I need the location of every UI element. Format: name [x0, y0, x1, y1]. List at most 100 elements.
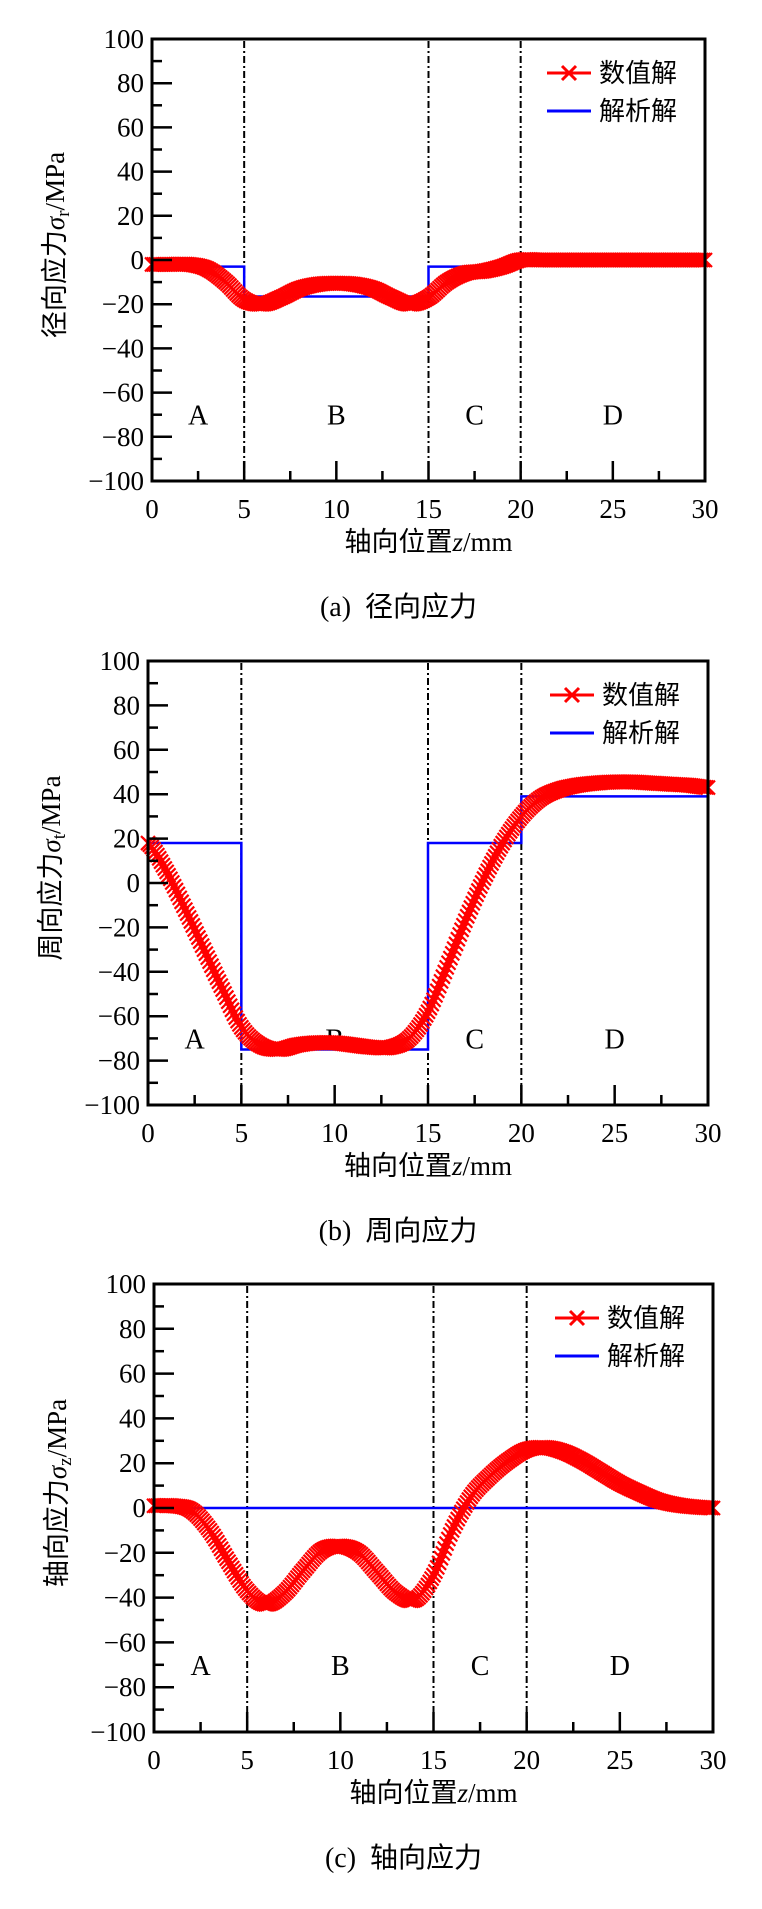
legend-numerical-label: 数值解: [599, 59, 677, 88]
numerical-marker-x: [457, 912, 474, 929]
legend-x-marker-icon: [563, 686, 581, 704]
numerical-marker-x: [198, 945, 214, 962]
x-tick-label: 25: [599, 494, 626, 524]
numerical-marker-x: [689, 252, 706, 268]
x-axis-title: 轴向位置z/mm: [344, 527, 512, 557]
y-tick-label: 60: [119, 1359, 146, 1389]
numerical-marker-x: [177, 901, 194, 918]
x-axis-title-symbol: z: [451, 527, 463, 557]
x-tick-label: 25: [601, 1118, 628, 1148]
y-tick-label: 100: [104, 24, 145, 54]
numerical-marker-x: [181, 909, 197, 926]
caption-tag: (c): [325, 1843, 356, 1874]
numerical-marker-x: [463, 899, 479, 916]
numerical-marker-x: [695, 252, 711, 268]
numerical-marker-x: [436, 1540, 453, 1557]
region-label: A: [188, 401, 209, 432]
y-tick-label: −80: [102, 422, 144, 452]
numerical-marker-x: [216, 985, 233, 1002]
numerical-marker-x: [440, 1531, 457, 1547]
numerical-marker-x: [171, 890, 188, 906]
numerical-marker-x: [418, 1007, 434, 1023]
numerical-marker-x: [444, 1522, 460, 1539]
y-tick-label: −20: [102, 289, 144, 319]
numerical-marker-x: [220, 993, 237, 1010]
y-axis-title-prefix: 径向应力: [40, 230, 70, 338]
x-tick-label: 5: [235, 1118, 249, 1148]
x-tick-label: 30: [700, 1745, 727, 1775]
numerical-marker-x: [218, 989, 235, 1006]
numerical-marker-x: [431, 1555, 447, 1571]
y-tick-label: −40: [102, 333, 144, 363]
numerical-marker-x: [455, 917, 472, 934]
numerical-marker-x: [205, 961, 222, 978]
numerical-marker-x: [207, 965, 223, 982]
y-axis-title: 轴向应力σz/MPa: [42, 1399, 76, 1587]
numerical-marker-x: [190, 929, 207, 946]
numerical-marker-x: [453, 922, 470, 938]
x-axis-title: 轴向位置z/mm: [344, 1151, 512, 1181]
y-tick-label: −20: [98, 912, 140, 942]
figure-caption: (a) 径向应力: [320, 591, 477, 623]
x-tick-label: 20: [508, 1118, 535, 1148]
x-tick-label: 10: [321, 1118, 348, 1148]
numerical-marker-x: [697, 1499, 714, 1516]
y-tick-label: −40: [98, 957, 140, 987]
numerical-marker-x: [451, 926, 468, 943]
numerical-marker-x: [425, 992, 442, 1008]
legend-analytical-label: 解析解: [602, 719, 680, 748]
numerical-marker-x: [466, 891, 483, 907]
x-axis-title-unit: /mm: [463, 527, 513, 557]
numerical-marker-x: [474, 874, 490, 891]
y-tick-label: −20: [104, 1538, 146, 1568]
x-tick-label: 0: [141, 1118, 155, 1148]
y-tick-label: 20: [119, 1448, 146, 1478]
numerical-marker-x: [433, 973, 449, 990]
y-axis-title-subscript: t: [49, 833, 70, 839]
numerical-marker-x: [194, 937, 210, 954]
numerical-marker-x: [160, 867, 177, 884]
x-tick-label: 0: [145, 494, 159, 524]
numerical-marker-x: [185, 917, 201, 934]
numerical-marker-x: [450, 931, 466, 947]
x-axis-title-unit: /mm: [463, 1151, 513, 1181]
y-tick-label: −80: [98, 1046, 140, 1076]
numerical-marker-x: [470, 882, 487, 899]
numerical-marker-x: [183, 913, 199, 930]
x-axis-title-symbol: z: [451, 1151, 463, 1181]
region-label: A: [185, 1024, 206, 1055]
y-tick-label: −60: [104, 1627, 146, 1657]
numerical-marker-x: [444, 945, 461, 962]
legend-x-marker-icon: [560, 64, 578, 82]
numerical-marker-x: [213, 977, 229, 994]
region-label: C: [471, 1651, 490, 1682]
numerical-marker-x: [422, 1000, 438, 1016]
y-axis-title-symbol: σ: [42, 1464, 72, 1479]
numerical-marker-x: [703, 1500, 719, 1516]
numerical-marker-x: [431, 978, 447, 994]
numerical-marker-x: [483, 855, 500, 872]
numerical-marker-x: [448, 936, 464, 952]
numerical-markers: [140, 774, 716, 1058]
y-tick-label: −100: [90, 1717, 146, 1747]
x-axis-title-prefix: 轴向位置: [344, 1151, 452, 1181]
numerical-marker-x: [461, 904, 477, 920]
y-tick-label: 80: [119, 1314, 146, 1344]
y-tick-label: 60: [113, 735, 140, 765]
legend-x-marker-icon: [568, 1309, 586, 1327]
numerical-marker-x: [476, 870, 492, 887]
y-axis-title-subscript: z: [55, 1457, 76, 1465]
x-tick-label: 10: [323, 494, 350, 524]
numerical-marker-x: [425, 1567, 442, 1583]
y-tick-label: 80: [117, 68, 144, 98]
numerical-marker-x: [164, 874, 181, 891]
y-axis-title-prefix: 周向应力: [36, 853, 66, 961]
x-axis-title-symbol: z: [456, 1778, 468, 1808]
region-label: D: [605, 1024, 625, 1055]
y-tick-label: −60: [102, 378, 144, 408]
y-tick-label: 0: [131, 245, 145, 275]
numerical-marker-x: [175, 897, 192, 914]
x-axis-title-unit: /mm: [468, 1778, 518, 1808]
